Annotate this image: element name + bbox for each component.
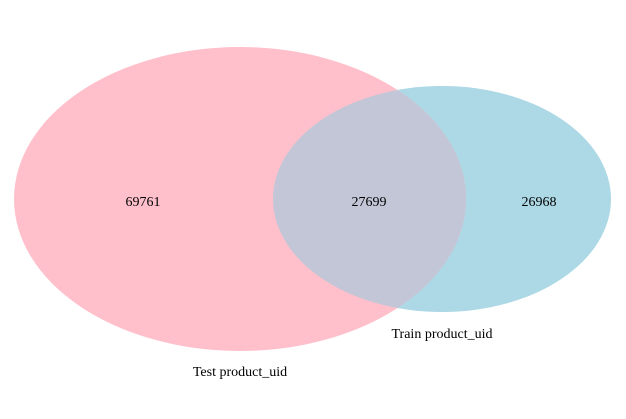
train-set-label: Train product_uid — [392, 327, 493, 342]
intersection-count: 27699 — [352, 195, 387, 210]
test-set-label: Test product_uid — [193, 365, 287, 380]
test-only-count: 69761 — [126, 195, 161, 210]
train-only-count: 26968 — [522, 195, 557, 210]
intersection-region — [273, 86, 466, 312]
